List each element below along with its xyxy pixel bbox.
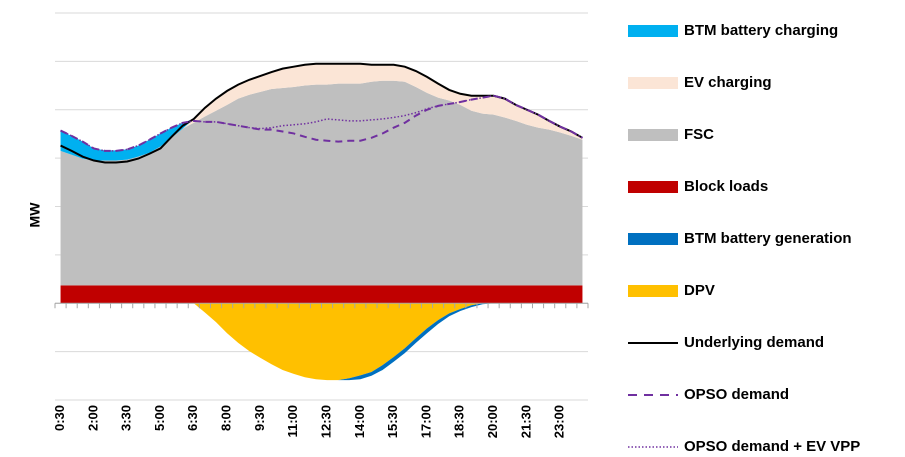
x-tick-label: 15:30 [385, 405, 400, 438]
x-tick-label: 11:00 [285, 405, 300, 438]
area [60, 303, 583, 381]
x-tick-label: 5:00 [152, 405, 167, 431]
x-tick-label: 20:00 [485, 405, 500, 438]
x-tick-label: 21:30 [518, 405, 533, 438]
x-tick-label: 3:30 [119, 405, 134, 431]
x-tick-label: 0:30 [52, 405, 67, 431]
legend-swatch [628, 181, 678, 193]
legend-swatch [628, 285, 678, 297]
legend-swatch [628, 25, 678, 37]
area [60, 285, 583, 304]
area [60, 63, 583, 161]
legend-label: BTM battery generation [684, 230, 852, 247]
line [60, 94, 583, 152]
x-tick-label: 17:00 [418, 405, 433, 438]
legend-label: Underlying demand [684, 334, 824, 351]
legend-label: BTM battery charging [684, 22, 838, 39]
legend-label: EV charging [684, 74, 772, 91]
legend-label: OPSO demand + EV VPP [684, 438, 860, 455]
x-tick-label: 2:00 [85, 405, 100, 431]
x-tick-label: 12:30 [318, 405, 333, 438]
legend-swatch [628, 233, 678, 245]
legend-swatch [628, 77, 678, 89]
x-tick-label: 14:00 [352, 405, 367, 438]
x-tick-label: 9:30 [252, 405, 267, 431]
legend-label: FSC [684, 126, 714, 143]
line [60, 94, 583, 152]
area [60, 80, 583, 286]
y-axis-label: MW [27, 202, 43, 228]
x-tick-label: 23:00 [552, 405, 567, 438]
legend-label: Block loads [684, 178, 768, 195]
x-tick-label: 18:30 [452, 405, 467, 438]
x-tick-label: 8:00 [219, 405, 234, 431]
x-tick-label: 6:30 [185, 405, 200, 431]
legend-swatch [628, 129, 678, 141]
legend-label: DPV [684, 282, 715, 299]
legend-label: OPSO demand [684, 386, 789, 403]
